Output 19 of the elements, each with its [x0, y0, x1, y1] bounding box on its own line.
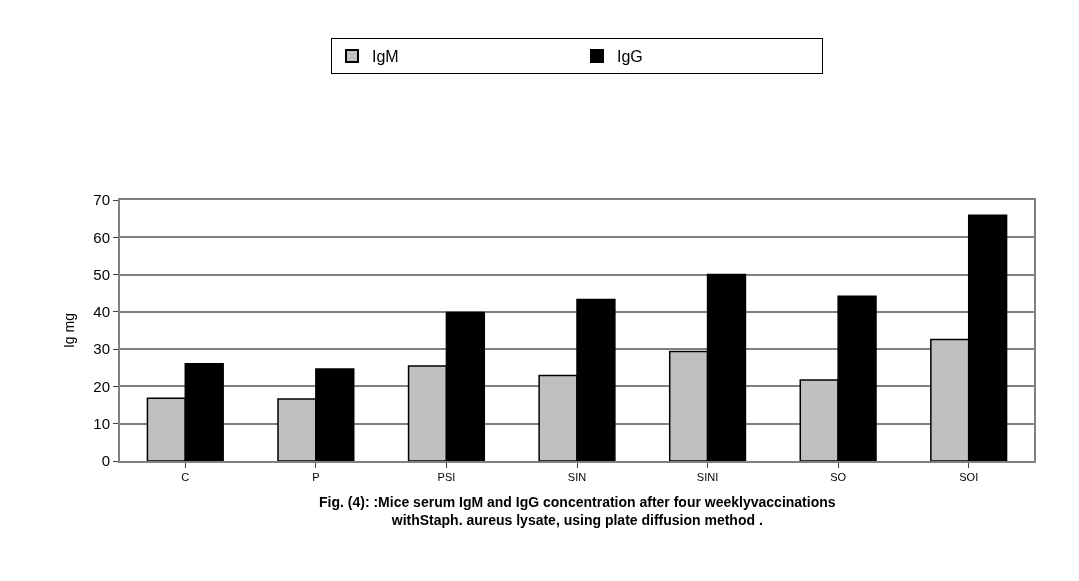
y-axis-title: Ig mg — [61, 312, 78, 349]
y-tick-label: 40 — [93, 303, 110, 321]
y-tick-label: 60 — [93, 228, 110, 246]
y-tick-label: 50 — [93, 265, 110, 283]
x-tick-label: SINI — [696, 471, 719, 484]
x-tick-label: SOI — [959, 471, 979, 484]
y-tick-label: 30 — [93, 340, 110, 358]
y-tick-label: 20 — [93, 377, 110, 395]
legend-label: IgG — [617, 48, 643, 66]
y-tick-label: 0 — [101, 452, 110, 470]
text: Fig. (4): :Mice serum IgM and IgG concentration after four weeklyvaccinations withStaph. aureus lysate, using plate diffusion method . — [319, 494, 836, 529]
legend-label: IgM — [372, 48, 399, 66]
x-tick-label: C — [181, 471, 190, 484]
x-tick-label: PSI — [437, 471, 456, 484]
x-tick-label: SIN — [567, 471, 587, 484]
x-tick-label: SO — [830, 471, 847, 484]
y-tick-label: 70 — [93, 191, 110, 209]
x-tick-label: P — [312, 471, 320, 484]
y-tick-label: 10 — [93, 414, 110, 432]
